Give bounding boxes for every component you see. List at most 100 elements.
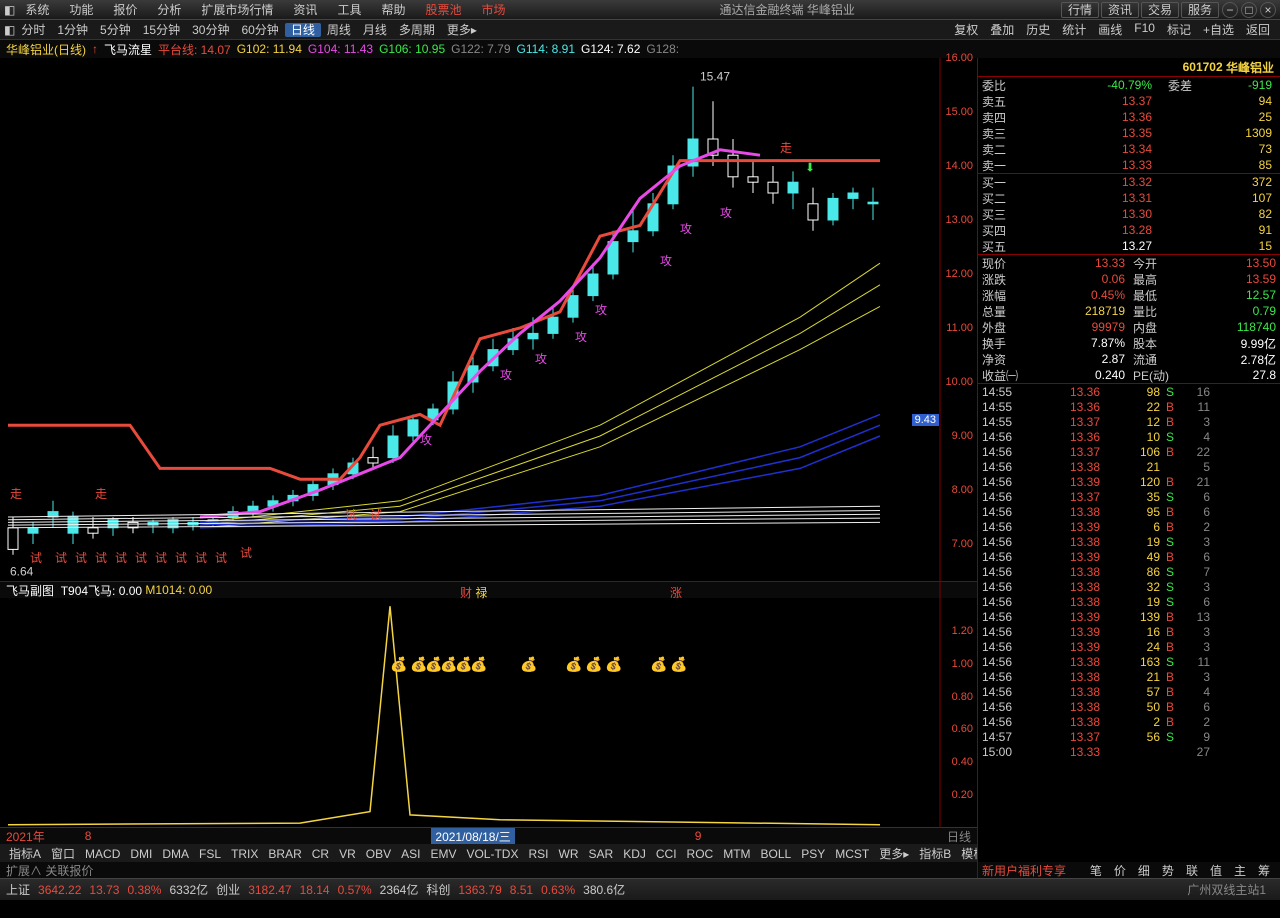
chart-marker: 试 xyxy=(115,549,127,566)
tab-筹[interactable]: 筹 xyxy=(1252,864,1276,878)
btn-行情[interactable]: 行情 xyxy=(1061,2,1099,18)
tab-联[interactable]: 联 xyxy=(1180,864,1204,878)
status-bar: 上证3642.2213.730.38%6332亿 创业3182.4718.140… xyxy=(0,878,1280,900)
indicator-bar: 指标A窗口 MACDDMIDMAFSLTRIXBRARCRVROBVASIEMV… xyxy=(0,844,977,862)
ind-TRIX[interactable]: TRIX xyxy=(226,847,263,861)
maximize-icon[interactable]: □ xyxy=(1241,2,1257,18)
chart-marker: 走 xyxy=(780,139,792,156)
menu-报价[interactable]: 报价 xyxy=(103,3,147,17)
chart-marker: 试 xyxy=(95,549,107,566)
tf-60分钟[interactable]: 60分钟 xyxy=(235,23,284,37)
tool-统计[interactable]: 统计 xyxy=(1056,21,1092,38)
menu-帮助[interactable]: 帮助 xyxy=(371,3,415,17)
ind-KDJ[interactable]: KDJ xyxy=(618,847,651,861)
ind-RSI[interactable]: RSI xyxy=(523,847,553,861)
tf-1分钟[interactable]: 1分钟 xyxy=(51,23,94,37)
ind-更多▸[interactable]: 更多▸ xyxy=(874,847,914,861)
chart-marker: 攻 xyxy=(595,301,607,318)
tf-5分钟[interactable]: 5分钟 xyxy=(94,23,137,37)
tool-+自选[interactable]: +自选 xyxy=(1197,21,1240,38)
ind-MTM[interactable]: MTM xyxy=(718,847,755,861)
ind-CCI[interactable]: CCI xyxy=(651,847,682,861)
tool-历史[interactable]: 历史 xyxy=(1020,21,1056,38)
menu-市场[interactable]: 市场 xyxy=(471,3,515,17)
tf-日线[interactable]: 日线 xyxy=(285,23,321,37)
menu-股票池[interactable]: 股票池 xyxy=(415,3,471,17)
buy-row: 买三13.3082 xyxy=(978,206,1280,222)
ind-MACD[interactable]: MACD xyxy=(80,847,125,861)
arrow-icon: ↑ xyxy=(92,42,98,56)
menu-功能[interactable]: 功能 xyxy=(59,3,103,17)
tf-15分钟[interactable]: 15分钟 xyxy=(137,23,186,37)
ind-模板[interactable]: 模板 xyxy=(956,847,977,861)
btn-资讯[interactable]: 资讯 xyxy=(1101,2,1139,18)
ind-MCST[interactable]: MCST xyxy=(830,847,874,861)
ind-CR[interactable]: CR xyxy=(307,847,334,861)
chart-marker: 试 xyxy=(135,549,147,566)
tf-30分钟[interactable]: 30分钟 xyxy=(186,23,235,37)
tab-笔[interactable]: 笔 xyxy=(1084,864,1108,878)
menu-工具[interactable]: 工具 xyxy=(327,3,371,17)
btn-交易[interactable]: 交易 xyxy=(1141,2,1179,18)
extension-bar[interactable]: 扩展∧ 关联报价 xyxy=(0,862,977,878)
chart-marker: 攻 xyxy=(500,366,512,383)
sub-chart[interactable]: 0.200.400.600.801.001.20 💰💰💰💰💰💰💰💰💰💰💰💰 财 … xyxy=(0,598,977,828)
ind-指标A[interactable]: 指标A xyxy=(4,847,46,861)
tick-list[interactable]: 14:5513.3698S1614:5513.3622B1114:5513.37… xyxy=(978,383,1280,862)
ind-OBV[interactable]: OBV xyxy=(361,847,396,861)
tab-值[interactable]: 值 xyxy=(1204,864,1228,878)
ind-WR[interactable]: WR xyxy=(554,847,584,861)
btn-服务[interactable]: 服务 xyxy=(1181,2,1219,18)
tab-细[interactable]: 细 xyxy=(1132,864,1156,878)
chart-marker: 试 xyxy=(75,549,87,566)
tab-势[interactable]: 势 xyxy=(1156,864,1180,878)
ind-窗口[interactable]: 窗口 xyxy=(46,847,80,861)
ind-BRAR[interactable]: BRAR xyxy=(263,847,306,861)
chart-marker: 试 xyxy=(345,506,357,523)
tf-周线[interactable]: 周线 xyxy=(321,23,357,37)
tab-主[interactable]: 主 xyxy=(1228,864,1252,878)
ind-FSL[interactable]: FSL xyxy=(194,847,226,861)
ind-VR[interactable]: VR xyxy=(334,847,361,861)
ind-SAR[interactable]: SAR xyxy=(584,847,619,861)
tf-多周期[interactable]: 多周期 xyxy=(393,23,441,37)
ind-EMV[interactable]: EMV xyxy=(425,847,461,861)
tick-row: 14:5513.3698S16 xyxy=(978,384,1280,399)
tool-叠加[interactable]: 叠加 xyxy=(984,21,1020,38)
close-icon[interactable]: × xyxy=(1260,2,1276,18)
money-icon: 💰 xyxy=(670,656,687,673)
tick-row: 15:0013.3327 xyxy=(978,744,1280,759)
menu-资讯[interactable]: 资讯 xyxy=(283,3,327,17)
menu-系统[interactable]: 系统 xyxy=(15,3,59,17)
menu-分析[interactable]: 分析 xyxy=(147,3,191,17)
ind-DMI[interactable]: DMI xyxy=(125,847,157,861)
tick-row: 14:5613.3819S3 xyxy=(978,534,1280,549)
ind-BOLL[interactable]: BOLL xyxy=(756,847,797,861)
main-chart[interactable]: 15.476.64⬇ 7.008.009.0010.0011.0012.0013… xyxy=(0,58,977,582)
ind-PSY[interactable]: PSY xyxy=(796,847,830,861)
tick-row: 14:5613.382B2 xyxy=(978,714,1280,729)
promo-link[interactable]: 新用户福利专享 xyxy=(982,862,1066,879)
ind-指标B[interactable]: 指标B xyxy=(914,847,956,861)
ind-ASI[interactable]: ASI xyxy=(396,847,425,861)
menu-扩展市场行情[interactable]: 扩展市场行情 xyxy=(191,3,283,17)
tab-价[interactable]: 价 xyxy=(1108,864,1132,878)
tool-复权[interactable]: 复权 xyxy=(948,21,984,38)
ind-VOL-TDX[interactable]: VOL-TDX xyxy=(461,847,523,861)
ind-DMA[interactable]: DMA xyxy=(157,847,194,861)
tool-画线[interactable]: 画线 xyxy=(1092,21,1128,38)
tf-更多▸[interactable]: 更多▸ xyxy=(441,23,483,37)
tool-返回[interactable]: 返回 xyxy=(1240,21,1276,38)
chart-marker: 攻 xyxy=(680,220,692,237)
tf-月线[interactable]: 月线 xyxy=(357,23,393,37)
minimize-icon[interactable]: − xyxy=(1222,2,1238,18)
chart-marker: 攻 xyxy=(720,204,732,221)
tick-row: 14:5613.39120B21 xyxy=(978,474,1280,489)
tf-分时[interactable]: 分时 xyxy=(15,23,51,37)
tool-F10[interactable]: F10 xyxy=(1128,21,1161,38)
current-price-badge: 9.43 xyxy=(912,414,939,426)
tool-标记[interactable]: 标记 xyxy=(1161,21,1197,38)
ind-ROC[interactable]: ROC xyxy=(682,847,719,861)
toggle-icon[interactable]: ◧ xyxy=(4,23,15,37)
money-icon: 💰 xyxy=(470,656,487,673)
